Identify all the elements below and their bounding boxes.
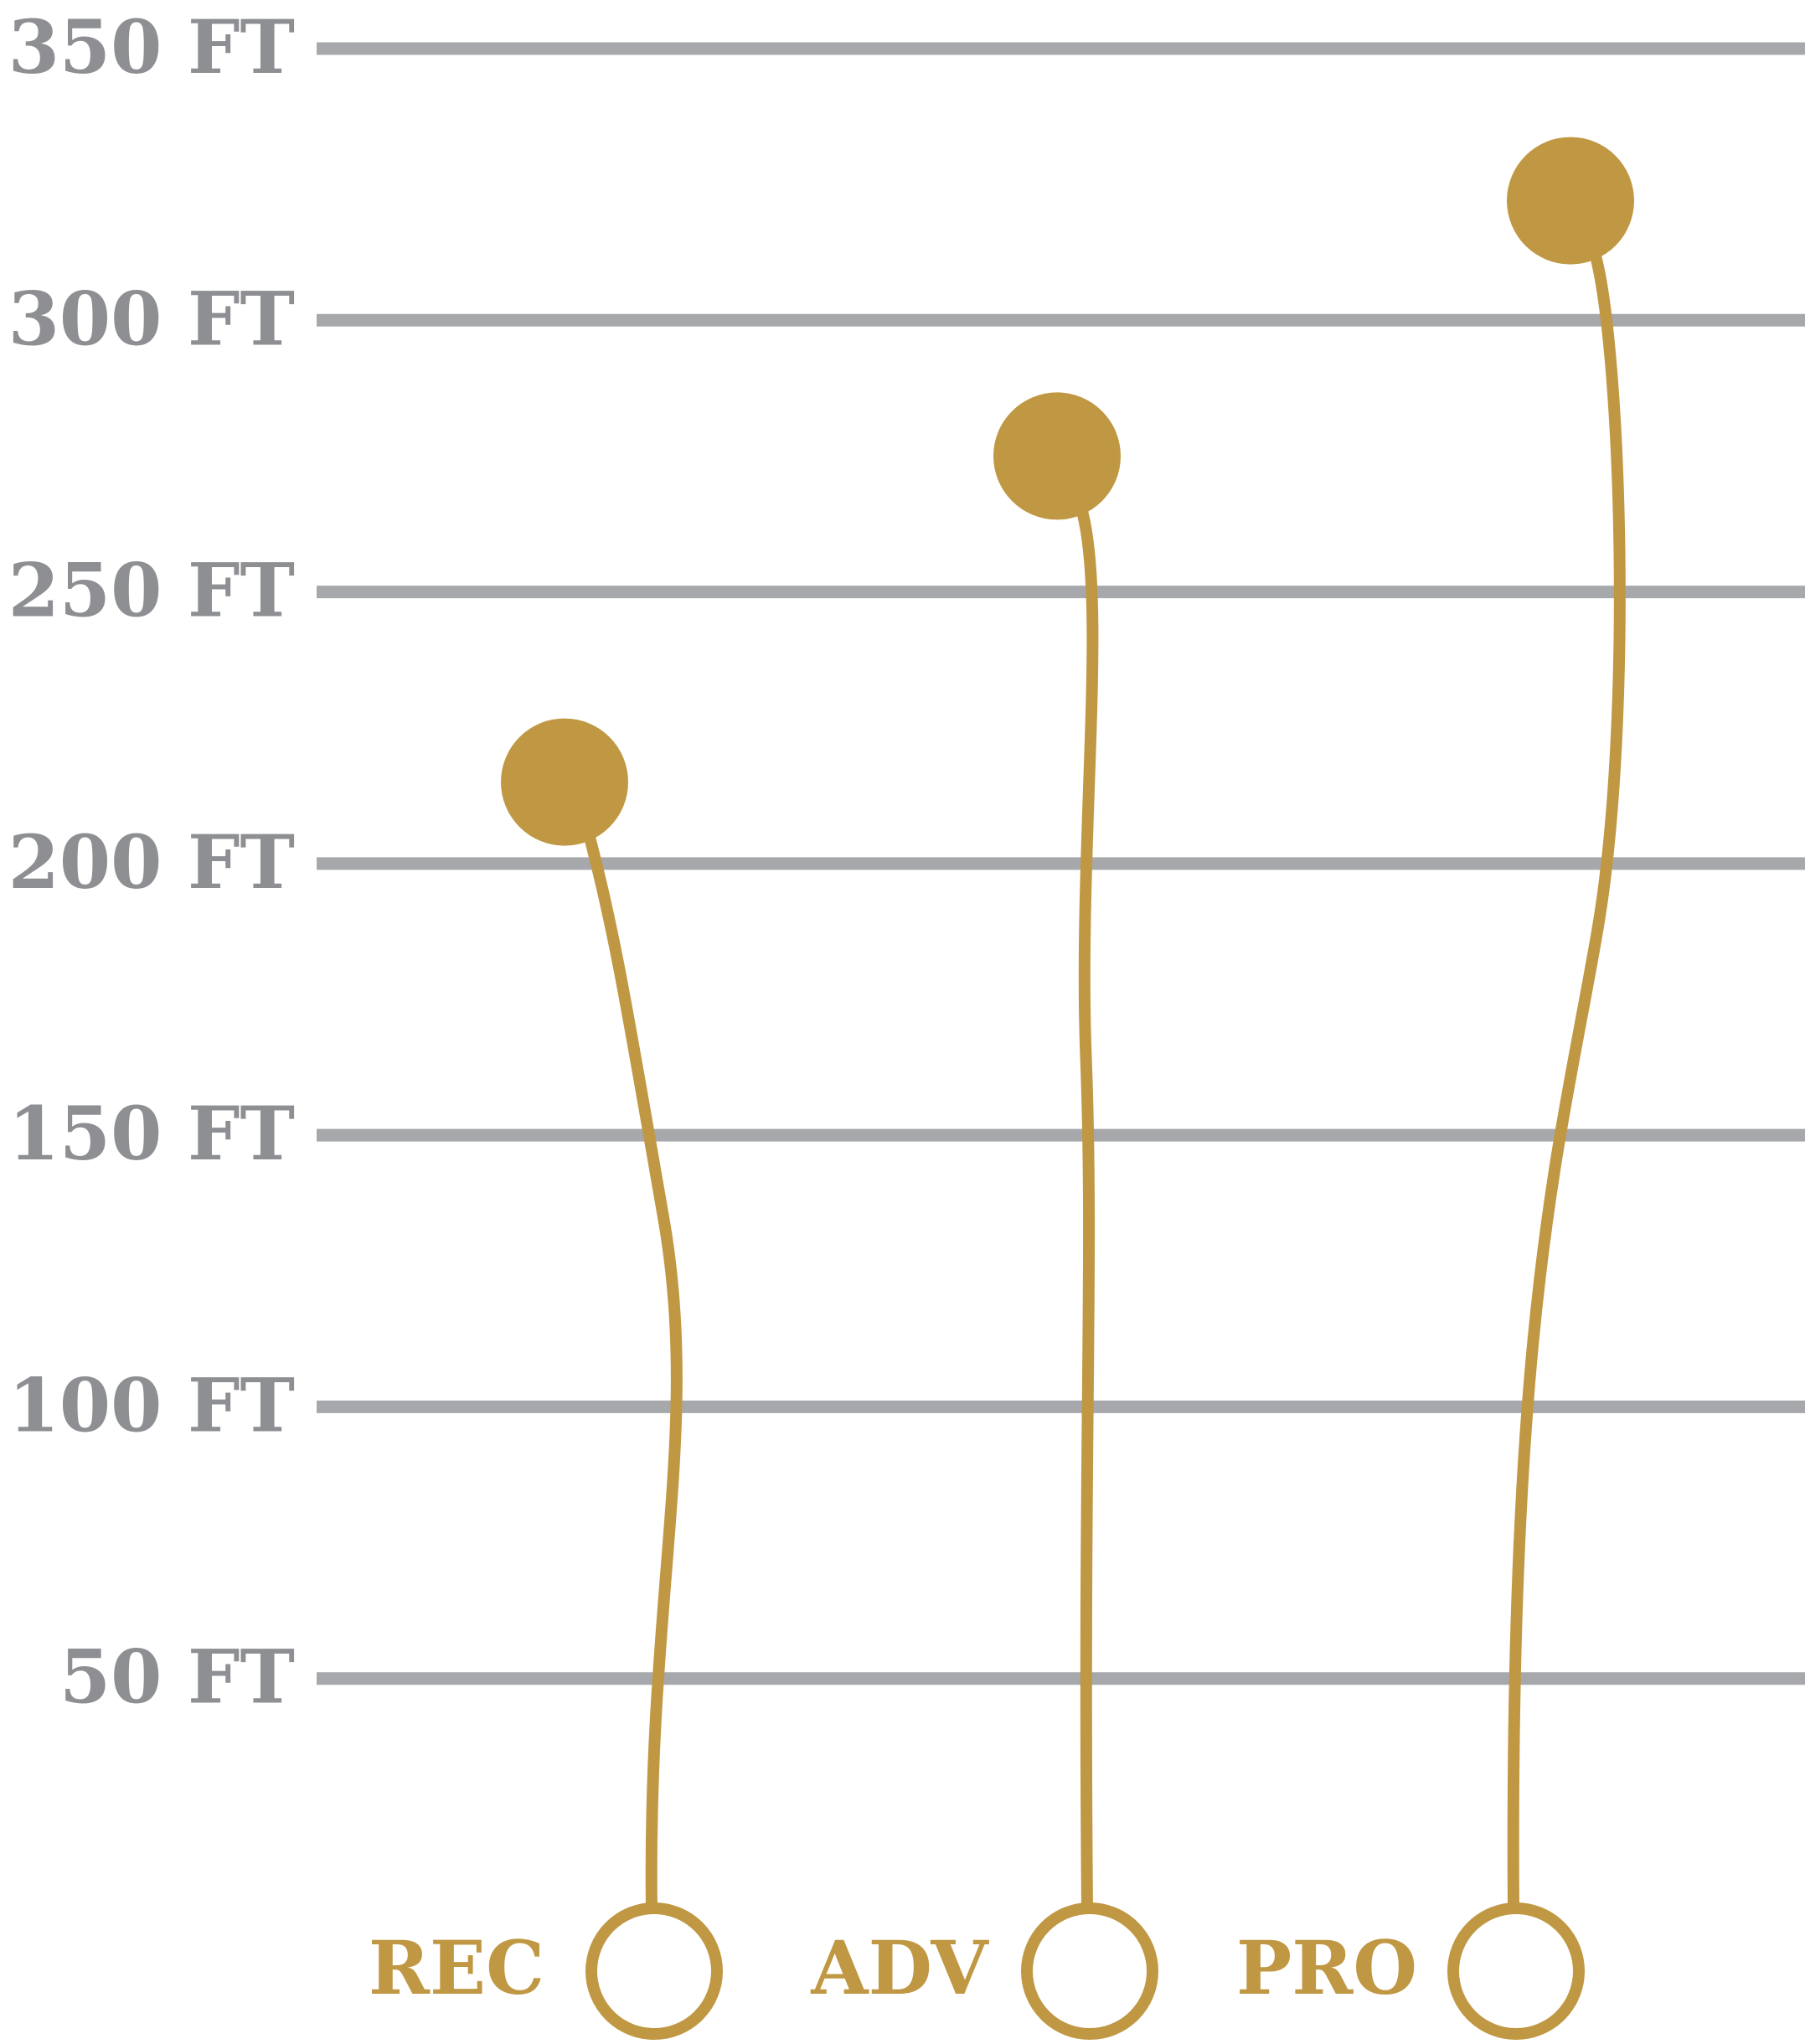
y-tick-label: 150 FT — [8, 1090, 295, 1177]
y-tick-label: 50 FT — [59, 1634, 295, 1721]
y-tick-label: 250 FT — [8, 547, 295, 634]
category-label: PRO — [1236, 1924, 1417, 2011]
y-tick-label: 300 FT — [8, 275, 295, 362]
category-label: ADV — [810, 1924, 989, 2011]
dot — [1507, 137, 1634, 265]
category-label: REC — [369, 1924, 544, 2011]
stem — [1076, 505, 1099, 1914]
dot — [501, 718, 628, 846]
y-tick-label: 350 FT — [8, 3, 295, 90]
y-tick-label: 100 FT — [8, 1361, 295, 1448]
stem — [584, 831, 683, 1914]
dot — [993, 392, 1121, 520]
stem — [1507, 250, 1626, 1914]
base-circle — [1447, 1902, 1585, 2040]
base-circle — [585, 1902, 723, 2040]
base-circle — [1021, 1902, 1158, 2040]
y-tick-label: 200 FT — [8, 818, 295, 906]
